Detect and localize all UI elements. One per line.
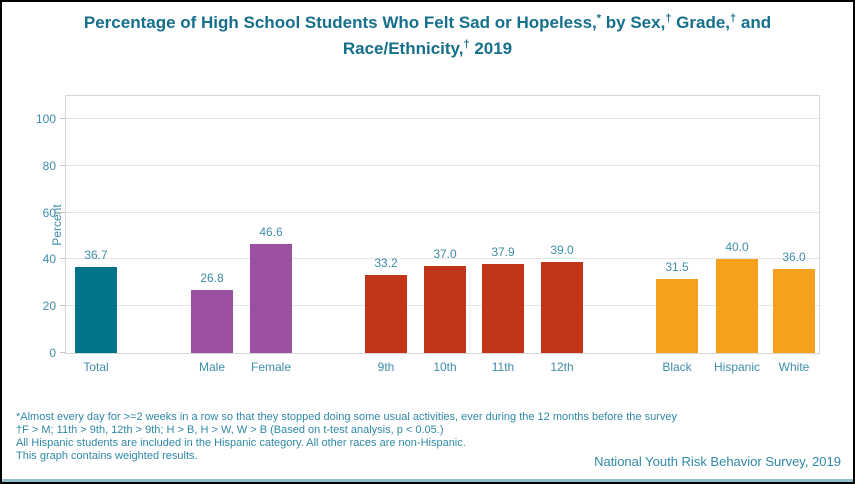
bar-black (656, 279, 698, 353)
title-text: Grade, (671, 13, 731, 32)
bar-total (75, 267, 117, 353)
category-label-male: Male (198, 360, 225, 374)
footnote-definition: *Almost every day for >=2 weeks in a row… (16, 411, 677, 423)
footnote-hispanic: All Hispanic students are included in th… (16, 437, 466, 449)
source-attribution: National Youth Risk Behavior Survey, 201… (594, 454, 841, 469)
category-label-white: White (778, 360, 810, 374)
bar-value-12th: 39.0 (550, 243, 574, 257)
title-text: Race/Ethnicity, (342, 39, 464, 58)
title-text: Percentage of High School Students Who F… (83, 13, 597, 32)
bottom-rule (2, 479, 853, 482)
y-tick-label-20: 20 (42, 299, 56, 314)
bar-value-black: 31.5 (665, 260, 689, 274)
bar-value-male: 26.8 (200, 271, 224, 285)
title-text: and (736, 13, 772, 32)
title-superscript-marker: † (730, 12, 737, 25)
category-label-female: Female (250, 360, 291, 374)
y-tick-label-40: 40 (42, 252, 56, 267)
bar-value-white: 36.0 (782, 250, 806, 264)
title-superscript-marker: * (596, 12, 602, 25)
plot-area: Percent 0 20 40 60 80 100 36.7 Total 26.8 Male 46.… (36, 95, 820, 374)
gridline-40 (66, 258, 819, 260)
category-label-hispanic: Hispanic (713, 360, 761, 374)
chart-title-line2: Race/Ethnicity,† 2019 (2, 36, 853, 62)
category-label-9th: 9th (377, 360, 395, 374)
bar-11th (482, 264, 524, 353)
bar-male (191, 290, 233, 353)
category-label-11th: 11th (491, 360, 515, 374)
title-superscript-marker: † (665, 12, 672, 25)
y-tick-label-100: 100 (35, 112, 56, 126)
bar-value-female: 46.6 (259, 225, 283, 239)
y-tick-label-0: 0 (49, 346, 56, 360)
footnotes: *Almost every day for >=2 weeks in a row… (16, 411, 733, 463)
footnote-significance: †F > M; 11th > 9th, 12th > 9th; H > B, H… (16, 424, 444, 436)
y-tick-100 (60, 118, 66, 119)
y-tick-label-80: 80 (42, 158, 56, 173)
category-label-black: Black (662, 360, 692, 374)
bar-9th (365, 275, 407, 353)
y-tick-80 (60, 164, 66, 166)
y-tick-40 (60, 258, 66, 260)
gridline-60 (66, 211, 819, 213)
bar-value-9th: 33.2 (374, 256, 398, 270)
y-tick-label-60: 60 (42, 205, 56, 220)
bar-value-10th: 37.0 (433, 247, 457, 261)
category-label-total: Total (83, 360, 109, 374)
footnote-weighted: This graph contains weighted results. (16, 450, 198, 462)
category-label-10th: 10th (433, 360, 457, 374)
bar-value-total: 36.7 (84, 248, 108, 262)
bar-10th (424, 266, 466, 353)
y-tick-60 (60, 211, 66, 213)
chart-title-line1: Percentage of High School Students Who F… (2, 10, 853, 36)
title-text: by Sex, (601, 13, 666, 32)
bar-value-11th: 37.9 (491, 245, 515, 259)
y-tick-20 (60, 305, 66, 307)
bar-hispanic (716, 259, 758, 353)
gridline-100 (66, 118, 819, 119)
category-label-12th: 12th (550, 360, 574, 374)
title-superscript-marker: † (463, 38, 470, 51)
y-tick-0 (60, 352, 66, 353)
title-text: 2019 (469, 39, 513, 58)
chart-title: Percentage of High School Students Who F… (2, 10, 853, 62)
gridline-80 (66, 164, 819, 166)
bar-value-hispanic: 40.0 (725, 240, 749, 254)
bar-12th (541, 262, 583, 353)
bar-white (773, 269, 815, 353)
bar-female (250, 244, 292, 353)
